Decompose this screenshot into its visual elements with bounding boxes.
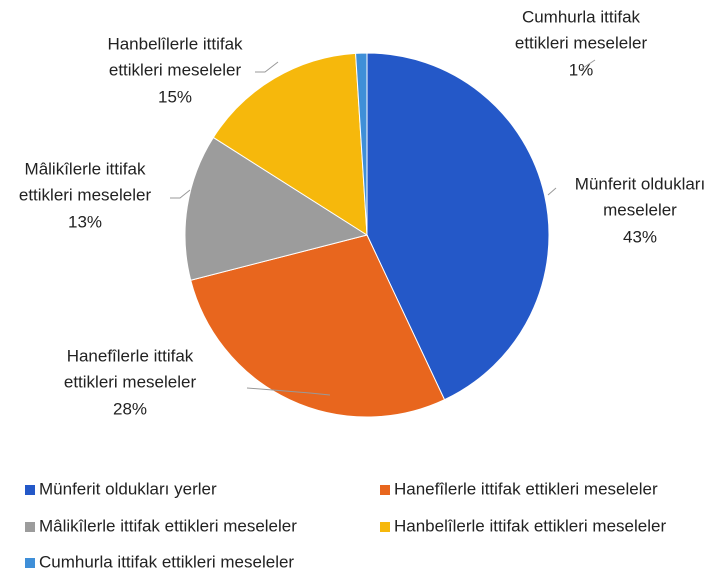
legend-swatch xyxy=(380,485,390,495)
legend-label: Cumhurla ittifak ettikleri meseleler xyxy=(39,552,294,571)
data-label: 13% xyxy=(68,212,102,231)
pie-slice xyxy=(212,52,368,236)
leader-line xyxy=(579,59,596,71)
legend-label: Mâlikîlerle ittifak ettikleri meseleler xyxy=(39,516,297,535)
legend-swatch xyxy=(25,558,35,568)
legend-swatch xyxy=(25,485,35,495)
slice-label: ettikleri meseleler xyxy=(109,60,242,79)
legend-swatch xyxy=(25,522,35,532)
data-label: 28% xyxy=(113,399,147,418)
slice-label: ettikleri meseleler xyxy=(19,185,152,204)
data-label: 15% xyxy=(158,87,192,106)
pie-slice xyxy=(184,136,369,281)
pie-slice xyxy=(366,52,550,401)
slice-label: ettikleri meseleler xyxy=(515,33,648,52)
leader-line xyxy=(170,189,191,199)
slice-label: Hanbelîlerle ittifak xyxy=(107,34,243,53)
legend-label: Münferit oldukları yerler xyxy=(39,479,217,498)
data-label: 43% xyxy=(623,227,657,246)
slice-label: Hanefîlerle ittifak xyxy=(67,346,194,365)
slice-label: Münferit oldukları xyxy=(575,174,705,193)
leader-line xyxy=(246,387,331,396)
legend-label: Hanbelîlerle ittifak ettikleri meseleler xyxy=(394,516,666,535)
legend-label: Hanefîlerle ittifak ettikleri meseleler xyxy=(394,479,658,498)
slice-label: meseleler xyxy=(603,200,677,219)
pie-slice xyxy=(355,52,368,236)
slice-label: Cumhurla ittifak xyxy=(522,7,641,26)
legend-swatch xyxy=(380,522,390,532)
slice-label: Mâlikîlerle ittifak xyxy=(25,159,146,178)
leader-line xyxy=(255,61,279,73)
pie-slice xyxy=(190,234,446,418)
slice-label: ettikleri meseleler xyxy=(64,372,197,391)
leader-line xyxy=(547,187,557,196)
